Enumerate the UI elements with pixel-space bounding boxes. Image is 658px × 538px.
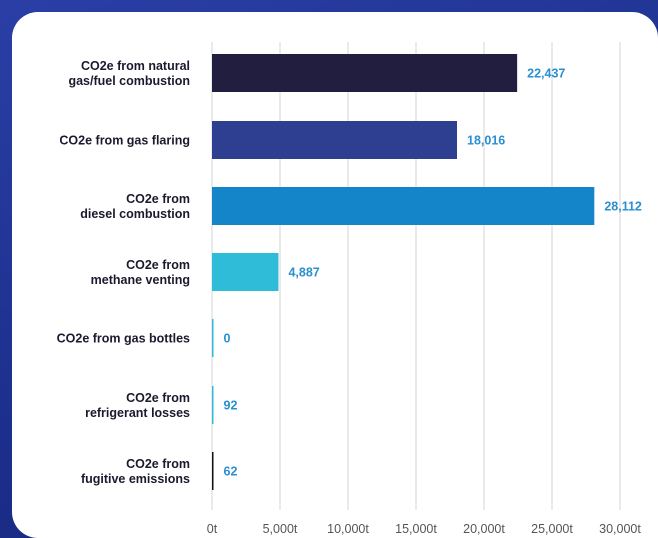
value-label: 28,112: [604, 200, 642, 214]
bar: [212, 54, 518, 92]
value-label: 18,016: [467, 134, 505, 148]
bar: [212, 187, 595, 225]
category-label: CO2e from fugitive emissions: [81, 457, 190, 486]
value-label: 22,437: [527, 67, 565, 81]
category-label: CO2e from gas flaring: [59, 134, 190, 148]
x-tick-label: 15,000t: [395, 522, 437, 536]
grid-lines: [211, 42, 621, 510]
bar: [212, 253, 279, 291]
x-tick-label: 30,000t: [599, 522, 641, 536]
x-tick-label: 0t: [207, 522, 218, 536]
category-labels: CO2e from natural gas/fuel combustion CO2e…: [57, 59, 190, 486]
value-label: 62: [224, 465, 238, 479]
category-label: CO2e from natural gas/fuel combustion: [68, 59, 190, 88]
value-labels: 22,437 18,016 28,112 4,887 0 92 62: [224, 67, 642, 479]
chart-panel: CO2e from natural gas/fuel combustion CO2e…: [12, 12, 658, 538]
bar: [212, 386, 214, 424]
bar: [212, 121, 458, 159]
x-tick-label: 20,000t: [463, 522, 505, 536]
x-axis-tick-labels: 0t 5,000t 10,000t 15,000t 20,000t 25,000t 30,0…: [207, 522, 642, 536]
value-label: 0: [224, 332, 231, 346]
category-label: CO2e from refrigerant losses: [85, 391, 190, 420]
category-label: CO2e from methane venting: [91, 258, 190, 287]
value-label: 92: [224, 399, 238, 413]
x-tick-label: 10,000t: [327, 522, 369, 536]
bar: [212, 319, 214, 357]
category-label: CO2e from diesel combustion: [80, 192, 190, 221]
bar-chart: CO2e from natural gas/fuel combustion CO2e…: [57, 42, 642, 536]
x-tick-label: 25,000t: [531, 522, 573, 536]
bars: [212, 54, 595, 490]
category-label: CO2e from gas bottles: [57, 332, 190, 346]
x-tick-label: 5,000t: [263, 522, 298, 536]
bar: [212, 452, 214, 490]
value-label: 4,887: [288, 266, 319, 280]
